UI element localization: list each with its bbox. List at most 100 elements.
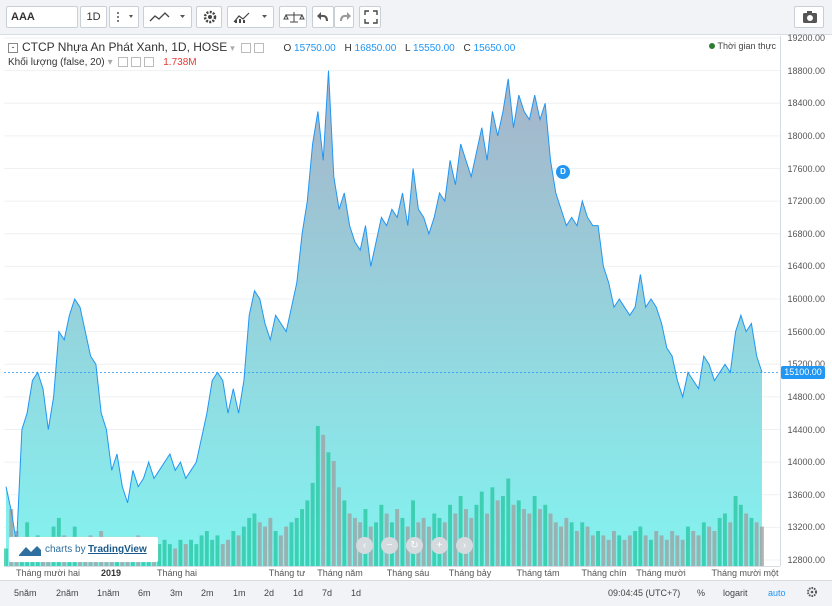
range-1y[interactable]: 1năm: [97, 588, 120, 598]
reset-button[interactable]: ↻: [406, 537, 423, 554]
range-1d[interactable]: 1d: [293, 588, 304, 598]
volume-bar: [691, 531, 696, 566]
volume-bar: [189, 539, 193, 566]
range-7d[interactable]: 7d: [322, 588, 333, 598]
zoom-in-button[interactable]: +: [431, 537, 448, 554]
y-tick-label: 18000.00: [787, 130, 825, 141]
redo-button[interactable]: [334, 6, 354, 28]
log-toggle[interactable]: logarit: [723, 588, 748, 598]
price-line: [5, 70, 763, 544]
y-tick-label: 12800.00: [787, 555, 825, 565]
volume-bar: [548, 513, 553, 566]
y-tick-label: 14400.00: [787, 424, 825, 435]
fullscreen-icon: [364, 10, 378, 24]
y-tick-label: 16800.00: [787, 228, 825, 239]
symbol-input[interactable]: AAA: [6, 6, 78, 28]
volume-bar: [252, 513, 257, 566]
volume-bar: [289, 522, 294, 566]
range-2d[interactable]: 2d: [264, 588, 275, 598]
scroll-left-button[interactable]: ‹: [356, 537, 373, 554]
volume-bar: [342, 500, 347, 566]
volume-bar: [199, 535, 204, 566]
indicators-button[interactable]: [227, 6, 274, 28]
camera-icon: [803, 11, 817, 23]
scroll-right-button[interactable]: ›: [456, 537, 473, 554]
volume-bar: [638, 526, 643, 566]
range-3m[interactable]: 3m: [170, 588, 183, 598]
volume-bar: [733, 496, 738, 566]
volume-bar: [284, 526, 289, 566]
y-tick-label: 14800.00: [787, 391, 825, 402]
volume-bar: [670, 531, 675, 566]
volume-bar: [448, 504, 452, 566]
volume-bar: [294, 517, 299, 566]
tradingview-watermark[interactable]: charts by TradingView: [9, 537, 158, 562]
legend-settings-icon[interactable]: [254, 42, 265, 53]
x-tick-label: Tháng mười: [636, 568, 686, 578]
volume-bar: [379, 504, 384, 566]
watermark-brand: TradingView: [88, 544, 147, 555]
symbol-title[interactable]: CTCP Nhựa An Phát Xanh, 1D, HOSE: [22, 40, 228, 54]
interval-menu-button[interactable]: [109, 6, 139, 28]
range-5y[interactable]: 5năm: [14, 588, 37, 598]
chart-legend: - CTCP Nhựa An Phát Xanh, 1D, HOSE ▾ O 157…: [8, 40, 515, 54]
x-tick-label: Tháng hai: [156, 568, 198, 578]
chart-type-icon: [149, 12, 185, 22]
volume-indicator-title[interactable]: Khối lượng (false, 20): [8, 57, 105, 68]
volume-bar: [247, 517, 252, 566]
chart-type-button[interactable]: [143, 6, 192, 28]
percent-toggle[interactable]: %: [697, 588, 706, 598]
compare-button[interactable]: [279, 6, 307, 28]
range-6m[interactable]: 6m: [138, 588, 151, 598]
volume-bar: [411, 500, 415, 566]
y-tick-label: 19200.00: [787, 33, 825, 43]
volume-bar: [596, 531, 600, 566]
dividend-marker[interactable]: D: [556, 165, 570, 179]
time-axis[interactable]: Tháng mười hai 2019 Tháng hai Tháng tư Tháng…: [4, 566, 780, 581]
volume-bar: [474, 504, 479, 566]
volume-bar: [178, 539, 183, 566]
volume-dropdown-icon[interactable]: ▾: [107, 57, 113, 68]
volume-settings-icon[interactable]: [131, 57, 142, 68]
volume-bar: [723, 513, 727, 566]
collapse-legend-icon[interactable]: -: [8, 42, 18, 53]
top-toolbar: AAA 1D: [0, 0, 832, 35]
volume-bar: [749, 517, 754, 566]
volume-bar: [728, 522, 733, 566]
volume-bar: [522, 509, 526, 566]
close-value: 15650.00: [473, 43, 516, 54]
volume-bar: [241, 526, 246, 566]
undo-button[interactable]: [312, 6, 334, 28]
volume-bar: [194, 544, 199, 566]
y-tick-label: 16400.00: [787, 261, 825, 272]
settings-gear-icon[interactable]: [805, 585, 819, 599]
interval-button[interactable]: 1D: [80, 6, 107, 28]
range-1d-alt[interactable]: 1d: [351, 588, 362, 598]
fullscreen-button[interactable]: [359, 6, 381, 28]
volume-close-icon[interactable]: [144, 57, 155, 68]
title-dropdown-icon[interactable]: ▾: [230, 43, 235, 53]
settings-button[interactable]: [196, 6, 222, 28]
price-area: [6, 70, 762, 566]
zoom-out-button[interactable]: −: [381, 537, 398, 554]
realtime-dot-icon: [708, 43, 715, 49]
legend-eye-icon[interactable]: [241, 42, 252, 53]
clock-time[interactable]: 09:04:45 (UTC+7): [608, 588, 681, 598]
snapshot-button[interactable]: [794, 6, 824, 28]
auto-toggle[interactable]: auto: [768, 588, 786, 598]
range-2m[interactable]: 2m: [201, 588, 214, 598]
open-value: 15750.00: [294, 43, 336, 54]
volume-eye-icon[interactable]: [118, 57, 129, 68]
price-axis[interactable]: 12800.00 13200.00 13600.00 14000.00 14400.00…: [780, 33, 832, 566]
volume-bar: [331, 461, 336, 566]
realtime-label: Thời gian thực: [717, 41, 776, 51]
volume-bar: [511, 504, 516, 566]
range-1m[interactable]: 1m: [233, 588, 246, 598]
volume-bar: [696, 535, 701, 566]
realtime-indicator: Thời gian thực: [708, 41, 776, 51]
price-chart[interactable]: [4, 36, 780, 566]
range-2y[interactable]: 2năm: [56, 588, 79, 598]
watermark-prefix: charts by: [45, 544, 86, 555]
indicators-icon: [233, 12, 267, 23]
tradingview-logo-icon: [19, 546, 41, 556]
